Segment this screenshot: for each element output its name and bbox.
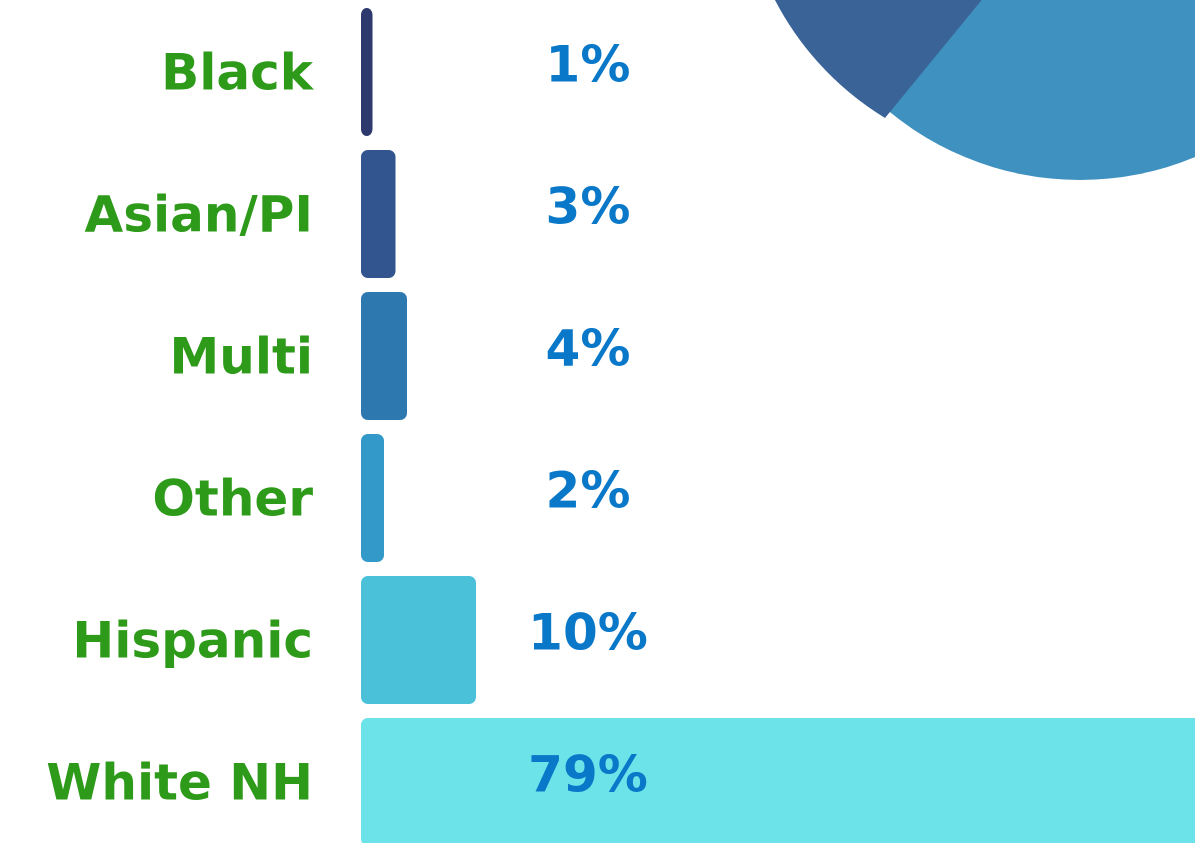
category-label: Multi <box>169 328 313 386</box>
bar <box>361 718 1195 843</box>
bar <box>361 292 407 420</box>
value-label: 2% <box>546 462 631 520</box>
value-label: 10% <box>528 604 648 662</box>
bar <box>361 434 384 562</box>
category-label: Black <box>161 44 315 102</box>
bar <box>361 150 396 278</box>
pie-fragment <box>774 0 1195 180</box>
category-label: Other <box>152 470 313 528</box>
bar <box>361 576 476 704</box>
category-label: Hispanic <box>72 612 313 670</box>
category-label: Asian/PI <box>85 186 313 244</box>
value-label: 3% <box>546 178 631 236</box>
value-label: 4% <box>546 320 631 378</box>
value-label: 79% <box>528 746 648 804</box>
value-label: 1% <box>546 36 631 94</box>
category-label: White NH <box>46 754 313 812</box>
pie-decoration <box>774 0 982 118</box>
bar <box>361 8 373 136</box>
